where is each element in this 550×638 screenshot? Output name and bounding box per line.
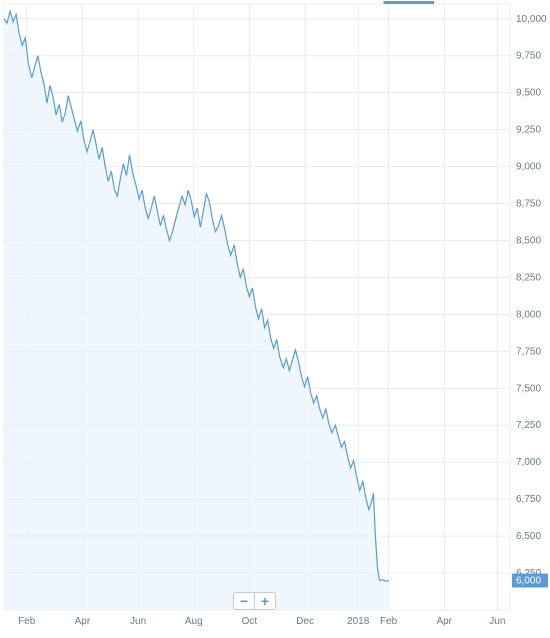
svg-text:9,250: 9,250 — [516, 125, 541, 136]
svg-text:Apr: Apr — [436, 616, 452, 627]
svg-text:2018: 2018 — [347, 616, 370, 627]
svg-text:8,250: 8,250 — [516, 272, 541, 283]
svg-text:8,750: 8,750 — [516, 199, 541, 210]
svg-text:Dec: Dec — [296, 616, 314, 627]
svg-text:8,500: 8,500 — [516, 235, 541, 246]
zoom-controls: − + — [233, 592, 276, 610]
svg-text:9,750: 9,750 — [516, 51, 541, 62]
svg-text:7,750: 7,750 — [516, 346, 541, 357]
svg-text:Jun: Jun — [489, 616, 505, 627]
zoom-in-button[interactable]: + — [254, 593, 275, 609]
svg-text:7,000: 7,000 — [516, 457, 541, 468]
svg-text:8,000: 8,000 — [516, 309, 541, 320]
svg-text:6,750: 6,750 — [516, 494, 541, 505]
svg-text:7,250: 7,250 — [516, 420, 541, 431]
svg-text:Apr: Apr — [75, 616, 91, 627]
svg-text:6,500: 6,500 — [516, 531, 541, 542]
price-chart: { "chart": { "type": "area", "width": 55… — [0, 0, 550, 638]
svg-text:9,000: 9,000 — [516, 162, 541, 173]
svg-text:Oct: Oct — [242, 616, 258, 627]
chart-svg: 6,2506,5006,7507,0007,2507,5007,7508,000… — [0, 0, 550, 638]
svg-text:10,000: 10,000 — [516, 14, 547, 25]
svg-text:6,000: 6,000 — [516, 575, 541, 586]
svg-text:Feb: Feb — [18, 616, 36, 627]
svg-text:Aug: Aug — [185, 616, 203, 627]
svg-text:9,500: 9,500 — [516, 88, 541, 99]
zoom-out-button[interactable]: − — [234, 593, 254, 609]
svg-text:7,500: 7,500 — [516, 383, 541, 394]
svg-text:Jun: Jun — [130, 616, 146, 627]
svg-text:Feb: Feb — [380, 616, 398, 627]
